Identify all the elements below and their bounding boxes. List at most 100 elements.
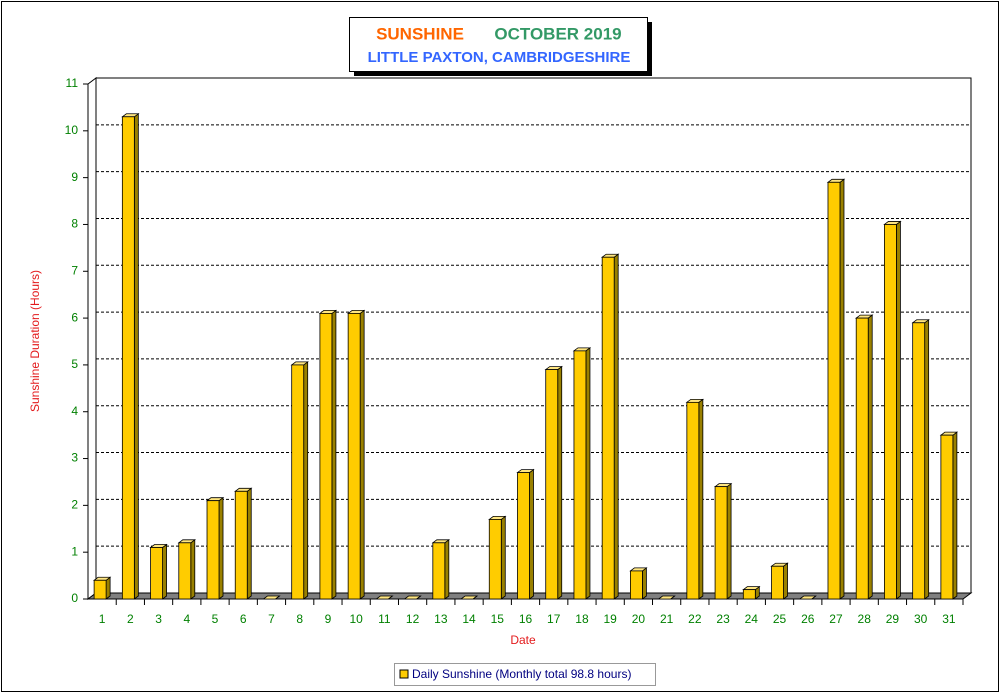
x-tick-label: 31: [942, 612, 956, 626]
x-tick-label: 16: [519, 612, 533, 626]
bar: [347, 313, 361, 600]
bar-top: [459, 595, 479, 600]
bar-side: [529, 468, 534, 600]
legend-label: Daily Sunshine (Monthly total 98.8 hours…: [412, 667, 631, 681]
bar: [150, 547, 163, 600]
left-wall: [87, 77, 97, 600]
x-tick-label: 30: [914, 612, 928, 626]
legend-swatch: [399, 669, 409, 679]
bar-top: [798, 595, 817, 600]
x-tick-label: 14: [462, 612, 476, 626]
x-tick-label: 12: [406, 612, 420, 626]
bar: [827, 181, 841, 600]
x-tick-label: 17: [547, 612, 561, 626]
x-tick-label: 6: [240, 612, 247, 626]
chart-subtitle: LITTLE PAXTON, CAMBRIDGESHIRE: [368, 49, 631, 66]
x-tick-label: 9: [325, 612, 332, 626]
y-tick-label: 0: [71, 591, 78, 605]
bar-top: [375, 595, 394, 600]
x-axis-label: Date: [510, 633, 536, 647]
bar-side: [557, 365, 563, 600]
bar: [630, 570, 643, 600]
y-tick-label: 1: [71, 544, 78, 558]
bar-side: [162, 543, 167, 600]
bar: [234, 490, 248, 600]
x-tick-label: 7: [268, 612, 275, 626]
bar: [855, 317, 869, 600]
y-tick-label: 4: [71, 404, 78, 418]
bar-top: [403, 595, 422, 600]
bar-side: [867, 314, 873, 600]
bar: [601, 256, 615, 600]
y-tick-label: 2: [71, 498, 78, 512]
bar-side: [783, 562, 788, 600]
bar: [912, 322, 926, 600]
bar-side: [444, 539, 450, 600]
bar-side: [331, 309, 337, 600]
x-tick-label: 13: [434, 612, 448, 626]
x-tick-label: 29: [886, 612, 900, 626]
bar-side: [303, 361, 309, 600]
x-tick-label: 26: [801, 612, 815, 626]
bar: [686, 401, 700, 600]
bar-side: [924, 318, 930, 600]
x-tick-label: 2: [127, 612, 134, 626]
y-tick-label: 7: [71, 263, 78, 277]
bar: [488, 519, 502, 600]
bar: [742, 589, 756, 600]
bar-side: [839, 178, 845, 600]
y-tick-label: 3: [71, 451, 78, 465]
bar-side: [218, 496, 224, 600]
bar-top: [657, 595, 676, 600]
x-tick-label: 15: [491, 612, 505, 626]
x-tick-label: 28: [858, 612, 872, 626]
x-tick-label: 5: [212, 612, 219, 626]
chart-title: SUNSHINE: [376, 24, 464, 43]
bar-side: [585, 347, 591, 600]
y-tick-label: 5: [71, 357, 78, 371]
bar: [940, 434, 954, 600]
bar-side: [500, 515, 506, 600]
bar-side: [359, 309, 365, 600]
title-box: [349, 17, 648, 72]
bar-side: [642, 567, 647, 600]
bar: [291, 364, 305, 600]
x-tick-label: 22: [688, 612, 702, 626]
y-tick-label: 6: [71, 310, 78, 324]
x-tick-label: 10: [349, 612, 363, 626]
bar: [206, 500, 220, 600]
y-tick-label: 9: [71, 170, 78, 184]
bar-side: [952, 431, 958, 600]
x-tick-label: 20: [632, 612, 646, 626]
bar-side: [698, 398, 704, 600]
bar: [884, 224, 897, 600]
bar-side: [613, 253, 619, 600]
bar-side: [246, 487, 252, 600]
x-tick-label: 25: [773, 612, 787, 626]
bar-side: [190, 539, 196, 600]
bar: [545, 369, 559, 600]
x-tick-label: 18: [575, 612, 589, 626]
x-tick-label: 11: [378, 612, 391, 626]
bar: [573, 350, 587, 600]
x-tick-label: 1: [99, 612, 106, 626]
y-tick-label: 8: [71, 217, 78, 231]
legend-box: [394, 663, 656, 686]
y-axis-label: Sunshine Duration (Hours): [28, 270, 42, 412]
bar-side: [726, 482, 732, 600]
x-tick-label: 23: [716, 612, 730, 626]
bar-side: [133, 112, 139, 600]
bar: [771, 565, 784, 600]
x-tick-label: 21: [660, 612, 674, 626]
x-tick-label: 4: [183, 612, 190, 626]
bar: [432, 542, 446, 600]
x-tick-label: 3: [155, 612, 162, 626]
bar: [319, 313, 333, 600]
x-tick-label: 24: [745, 612, 759, 626]
x-tick-label: 8: [296, 612, 303, 626]
bar: [517, 472, 530, 600]
bar: [178, 542, 192, 600]
chart-title-period: OCTOBER 2019: [494, 24, 621, 43]
bar: [93, 579, 107, 600]
